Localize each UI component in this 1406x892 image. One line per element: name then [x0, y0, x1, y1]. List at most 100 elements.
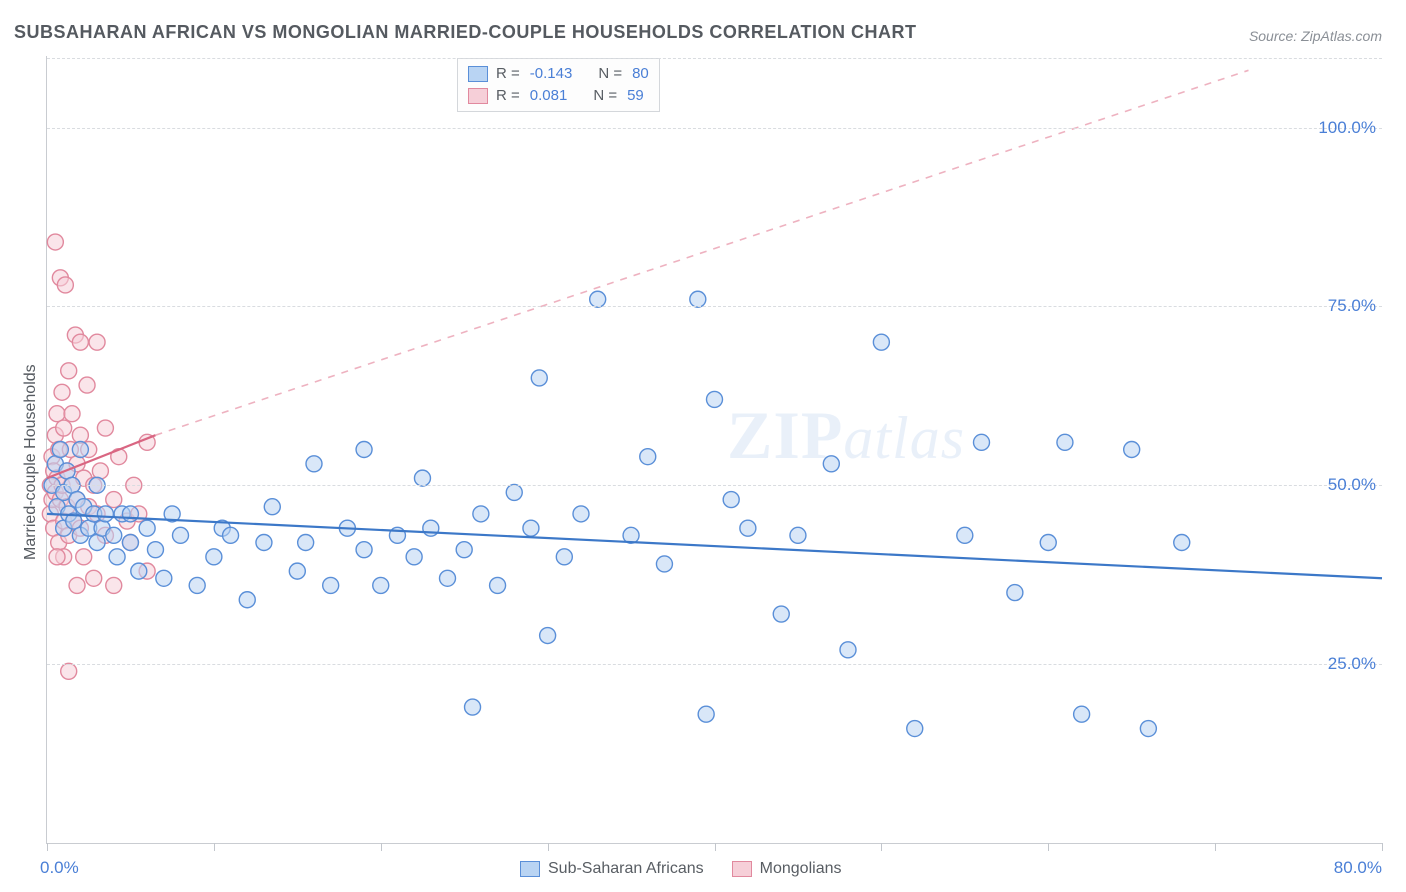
- data-point-pink: [89, 334, 105, 350]
- gridline: [47, 485, 1382, 486]
- data-point-blue: [122, 535, 138, 551]
- chart-title: SUBSAHARAN AFRICAN VS MONGOLIAN MARRIED-…: [14, 22, 917, 43]
- x-tick: [881, 843, 882, 851]
- gridline: [47, 58, 1382, 59]
- source-attribution: Source: ZipAtlas.com: [1249, 28, 1382, 44]
- y-tick-label: 50.0%: [1328, 475, 1376, 495]
- x-tick: [715, 843, 716, 851]
- data-point-blue: [790, 527, 806, 543]
- x-axis-max-label: 80.0%: [1334, 858, 1382, 878]
- data-point-blue: [490, 577, 506, 593]
- data-point-pink: [61, 663, 77, 679]
- y-tick-label: 100.0%: [1318, 118, 1376, 138]
- data-point-blue: [957, 527, 973, 543]
- data-point-pink: [106, 492, 122, 508]
- data-point-pink: [54, 384, 70, 400]
- data-point-blue: [414, 470, 430, 486]
- plot-area: ZIPatlas R = -0.143 N = 80 R = 0.081 N =…: [46, 56, 1382, 844]
- data-point-blue: [356, 542, 372, 558]
- y-tick-label: 75.0%: [1328, 296, 1376, 316]
- data-point-blue: [573, 506, 589, 522]
- data-point-pink: [86, 570, 102, 586]
- swatch-blue-icon: [520, 861, 540, 877]
- data-point-pink: [79, 377, 95, 393]
- data-point-blue: [239, 592, 255, 608]
- data-point-blue: [1074, 706, 1090, 722]
- swatch-blue-icon: [468, 66, 488, 82]
- data-point-blue: [707, 391, 723, 407]
- data-point-blue: [189, 577, 205, 593]
- data-point-blue: [773, 606, 789, 622]
- data-point-blue: [1007, 585, 1023, 601]
- r-value-blue: -0.143: [530, 63, 573, 85]
- data-point-blue: [147, 542, 163, 558]
- swatch-pink-icon: [468, 88, 488, 104]
- data-point-pink: [47, 234, 63, 250]
- data-point-blue: [89, 535, 105, 551]
- data-point-blue: [109, 549, 125, 565]
- data-point-blue: [823, 456, 839, 472]
- data-point-blue: [223, 527, 239, 543]
- data-point-blue: [723, 492, 739, 508]
- data-point-blue: [156, 570, 172, 586]
- data-point-blue: [1140, 721, 1156, 737]
- data-point-blue: [506, 484, 522, 500]
- data-point-blue: [97, 506, 113, 522]
- data-point-pink: [72, 334, 88, 350]
- chart-svg: [47, 56, 1382, 843]
- x-axis-min-label: 0.0%: [40, 858, 79, 878]
- data-point-blue: [740, 520, 756, 536]
- data-point-pink: [97, 420, 113, 436]
- correlation-legend: R = -0.143 N = 80 R = 0.081 N = 59: [457, 58, 660, 112]
- data-point-blue: [106, 527, 122, 543]
- r-label: R =: [496, 85, 520, 107]
- legend-row-blue: R = -0.143 N = 80: [468, 63, 649, 85]
- x-tick: [1215, 843, 1216, 851]
- data-point-blue: [456, 542, 472, 558]
- data-point-blue: [1124, 442, 1140, 458]
- data-point-pink: [49, 549, 65, 565]
- data-point-blue: [873, 334, 889, 350]
- data-point-pink: [76, 549, 92, 565]
- data-point-blue: [1174, 535, 1190, 551]
- data-point-pink: [64, 406, 80, 422]
- y-axis-title: Married-couple Households: [22, 364, 40, 560]
- data-point-blue: [974, 434, 990, 450]
- series-label-pink: Mongolians: [760, 860, 842, 878]
- data-point-blue: [556, 549, 572, 565]
- data-point-pink: [106, 577, 122, 593]
- legend-item-blue: Sub-Saharan Africans: [520, 860, 704, 878]
- legend-item-pink: Mongolians: [732, 860, 842, 878]
- data-point-pink: [69, 577, 85, 593]
- data-point-blue: [139, 520, 155, 536]
- data-point-blue: [256, 535, 272, 551]
- n-label: N =: [593, 85, 617, 107]
- data-point-blue: [440, 570, 456, 586]
- data-point-blue: [264, 499, 280, 515]
- n-label: N =: [598, 63, 622, 85]
- data-point-blue: [72, 442, 88, 458]
- data-point-blue: [131, 563, 147, 579]
- data-point-pink: [56, 420, 72, 436]
- swatch-pink-icon: [732, 861, 752, 877]
- data-point-blue: [122, 506, 138, 522]
- data-point-blue: [698, 706, 714, 722]
- data-point-blue: [523, 520, 539, 536]
- x-tick: [1048, 843, 1049, 851]
- n-value-blue: 80: [632, 63, 649, 85]
- r-value-pink: 0.081: [530, 85, 568, 107]
- data-point-blue: [1040, 535, 1056, 551]
- x-tick: [47, 843, 48, 851]
- x-tick: [214, 843, 215, 851]
- x-tick: [548, 843, 549, 851]
- x-tick: [381, 843, 382, 851]
- x-tick: [1382, 843, 1383, 851]
- data-point-blue: [840, 642, 856, 658]
- gridline: [47, 128, 1382, 129]
- data-point-blue: [690, 291, 706, 307]
- data-point-pink: [72, 427, 88, 443]
- data-point-blue: [423, 520, 439, 536]
- y-tick-label: 25.0%: [1328, 654, 1376, 674]
- data-point-blue: [656, 556, 672, 572]
- data-point-blue: [206, 549, 222, 565]
